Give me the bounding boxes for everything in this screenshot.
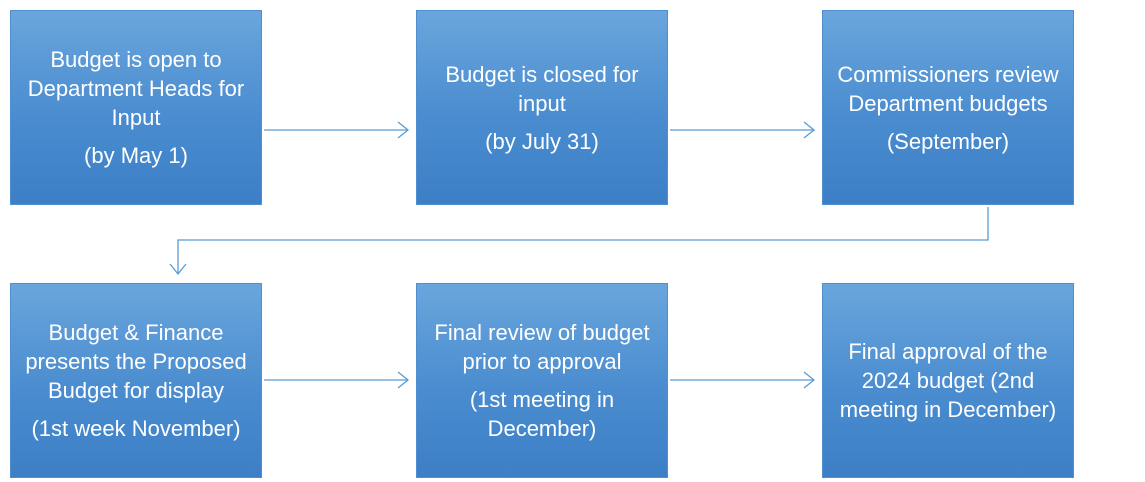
arrow-head xyxy=(803,121,816,139)
text-line: Budget is closed for xyxy=(445,61,639,87)
step-box: Final approval of the 2024 budget (2nd mee… xyxy=(822,283,1074,478)
text-line: Final review of budget xyxy=(434,320,650,345)
step-text: Budget is open to Department Heads for Inp… xyxy=(28,45,244,132)
text-line: Input xyxy=(111,105,161,130)
text-line: Budget is open to xyxy=(50,47,222,72)
arrow xyxy=(177,207,989,274)
step-box: Commissioners review Department budgets (S… xyxy=(822,10,1074,205)
text-line: Budget & Finance xyxy=(48,320,224,345)
text-line: input xyxy=(518,90,566,116)
step-note: (by May 1) xyxy=(84,141,188,170)
step-box: Budget is closed for input (by July 31) xyxy=(416,10,668,205)
text-line: meeting in December) xyxy=(839,397,1057,422)
text-line: Commissioners review xyxy=(837,61,1059,87)
text-line: Department Heads for xyxy=(27,76,245,101)
text-line: presents the Proposed xyxy=(25,349,247,374)
text-line: (September) xyxy=(886,128,1010,154)
text-line: (by May 1) xyxy=(84,143,188,168)
step-text: Final approval of the 2024 budget (2nd mee… xyxy=(840,337,1056,424)
step-text: Final review of budget prior to approval xyxy=(434,318,649,376)
step-box: Final review of budget prior to approval (… xyxy=(416,283,668,478)
step-note: (September) xyxy=(887,127,1009,156)
text-line: (1st meeting in xyxy=(469,387,615,412)
step-text: Budget is closed for input xyxy=(445,60,638,118)
step-note: (1st week November) xyxy=(31,414,240,443)
text-line: prior to approval xyxy=(462,349,622,374)
step-note: (by July 31) xyxy=(485,127,599,156)
text-line: December) xyxy=(487,416,597,441)
text-line: 2024 budget (2nd xyxy=(861,368,1035,393)
text-line: Budget for display xyxy=(47,378,225,403)
step-text: Commissioners review Department budgets xyxy=(837,60,1058,118)
step-text: Budget & Finance presents the Proposed Bud… xyxy=(25,318,246,405)
text-line: Department budgets xyxy=(848,90,1048,116)
text-line: Final approval of the xyxy=(848,339,1048,364)
arrow-head xyxy=(169,263,187,276)
arrow-head xyxy=(397,121,410,139)
text-line: (by July 31) xyxy=(485,128,599,154)
step-box: Budget is open to Department Heads for Inp… xyxy=(10,10,262,205)
arrow-head xyxy=(397,371,410,389)
text-line: (1st week November) xyxy=(31,416,241,441)
step-note: (1st meeting in December) xyxy=(470,385,614,443)
step-box: Budget & Finance presents the Proposed Bud… xyxy=(10,283,262,478)
arrow-head xyxy=(803,371,816,389)
